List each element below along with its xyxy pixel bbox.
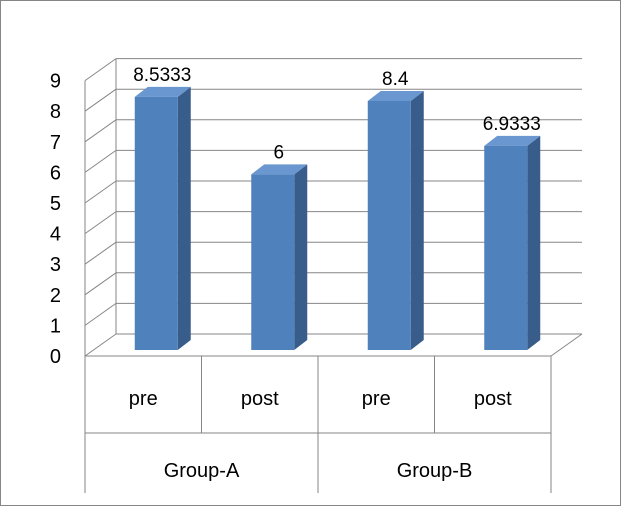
x-tick-label: post — [241, 388, 279, 410]
y-tick-label: 8 — [50, 101, 61, 123]
data-label: 8.5333 — [133, 65, 191, 86]
gridline-side — [84, 58, 117, 82]
bar-front — [134, 96, 178, 351]
y-tick-label: 0 — [50, 346, 61, 368]
gridline-side — [84, 241, 117, 265]
y-tick-label: 4 — [50, 224, 61, 246]
bar-front — [484, 145, 528, 350]
bar-side — [177, 86, 191, 351]
y-tick-label: 2 — [50, 285, 61, 307]
data-label: 6.9333 — [483, 114, 541, 135]
gridline-side — [84, 180, 117, 204]
gridline-side — [84, 302, 117, 326]
y-tick-label: 3 — [50, 254, 61, 276]
bar-side — [527, 135, 541, 350]
data-label: 6 — [273, 142, 284, 163]
x-axis-categories: pre post pre post Group-A Group-B — [84, 356, 552, 493]
gridline-side — [84, 119, 117, 143]
group-label: Group-B — [397, 460, 473, 482]
bar — [484, 135, 541, 350]
bar — [367, 90, 424, 351]
x-tick-label: pre — [362, 388, 391, 410]
y-tick-label: 9 — [50, 71, 61, 93]
y-axis-ticks: 0 1 2 3 4 5 6 7 8 9 — [50, 71, 61, 368]
x-tick-label: post — [474, 388, 512, 410]
y-tick-label: 5 — [50, 193, 61, 215]
bar-top — [134, 86, 191, 97]
chart-walls — [84, 58, 583, 357]
group-label: Group-A — [164, 460, 240, 482]
floor-right-edge — [550, 333, 583, 357]
bar-side — [294, 164, 308, 350]
gridline-side — [84, 272, 117, 296]
data-labels: 8.5333 6 8.4 6.9333 — [133, 65, 541, 164]
bar — [251, 164, 308, 350]
bar-top — [484, 135, 541, 146]
y-tick-label: 1 — [50, 315, 61, 337]
x-tick-label: pre — [129, 388, 158, 410]
bar-front — [367, 100, 411, 351]
bars — [134, 86, 541, 351]
y-tick-label: 7 — [50, 132, 61, 154]
gridline-side — [84, 211, 117, 235]
gridline-side — [84, 333, 117, 357]
bar-top — [251, 164, 308, 175]
bar-side — [410, 90, 424, 351]
data-label: 8.4 — [382, 69, 409, 90]
gridline-side — [84, 88, 117, 112]
gridline-side — [84, 149, 117, 173]
bar — [134, 86, 191, 351]
bar-front — [251, 174, 295, 350]
y-tick-label: 6 — [50, 162, 61, 184]
bar-top — [367, 90, 424, 101]
